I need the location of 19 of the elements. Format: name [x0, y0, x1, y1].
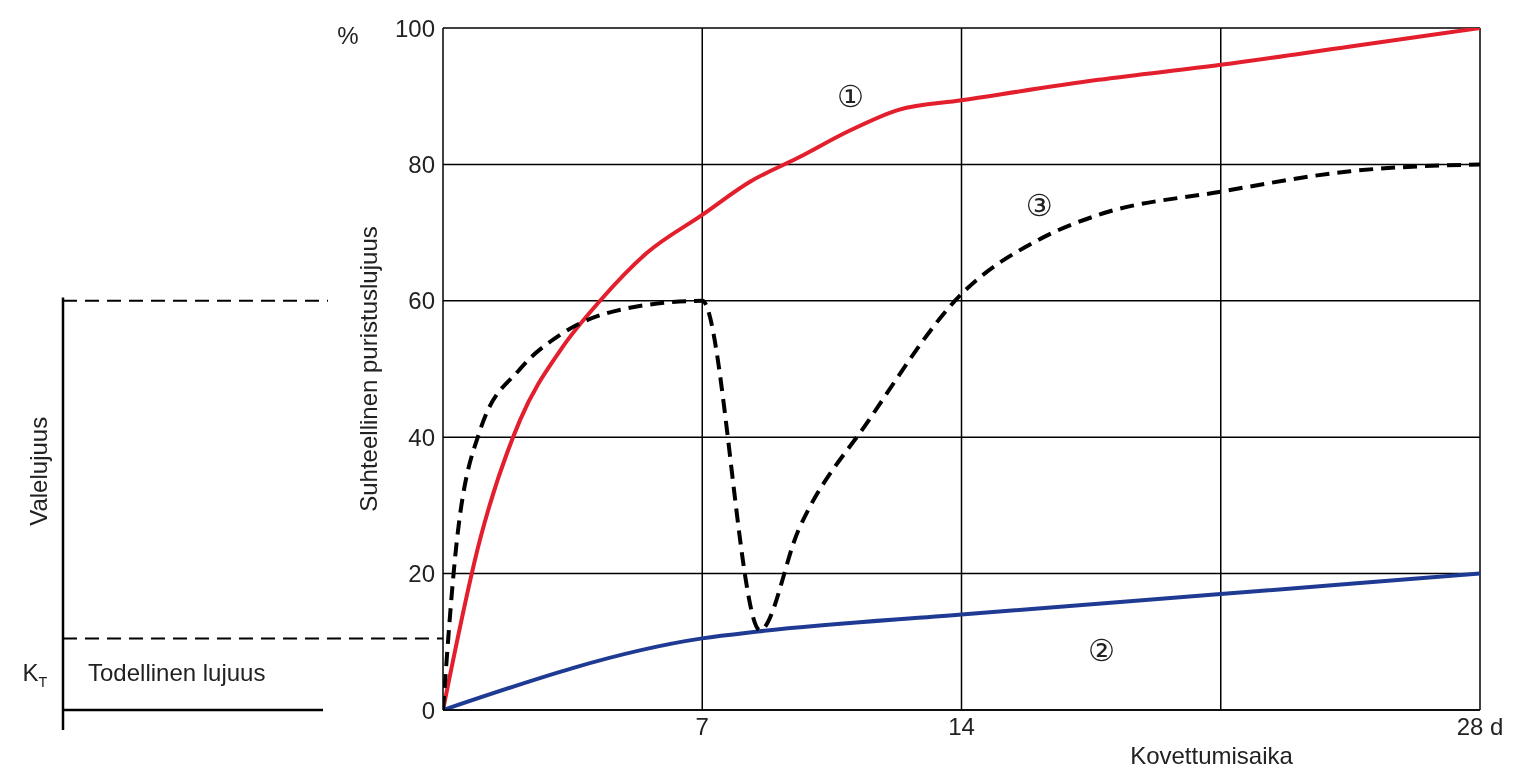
y-tick-label: 40: [408, 423, 435, 451]
text: Todellinen lujuus: [88, 658, 266, 686]
y-tick-label: 80: [408, 150, 435, 178]
x-tick-label: 14: [948, 713, 975, 741]
text: Valelujuus: [25, 416, 53, 526]
y-tick-label: 100: [394, 14, 435, 42]
x-tick-label: 28 d: [1456, 713, 1504, 741]
series-label: ②: [1088, 633, 1115, 669]
x-axis-title: Kovettumisaika: [1130, 742, 1294, 769]
y-tick-label: 60: [408, 287, 435, 315]
x-tick-label: 7: [695, 713, 709, 741]
y-axis-title: Suhteellinen puristuslujuus: [355, 226, 383, 512]
series-label: ③: [1025, 187, 1053, 223]
line-series: [443, 28, 1480, 710]
text: %: [337, 22, 359, 50]
series-label: ①: [836, 78, 864, 114]
y-tick-label: 0: [421, 696, 435, 724]
text: K$_{T}$: [22, 658, 48, 690]
y-tick-label: 20: [408, 560, 435, 588]
